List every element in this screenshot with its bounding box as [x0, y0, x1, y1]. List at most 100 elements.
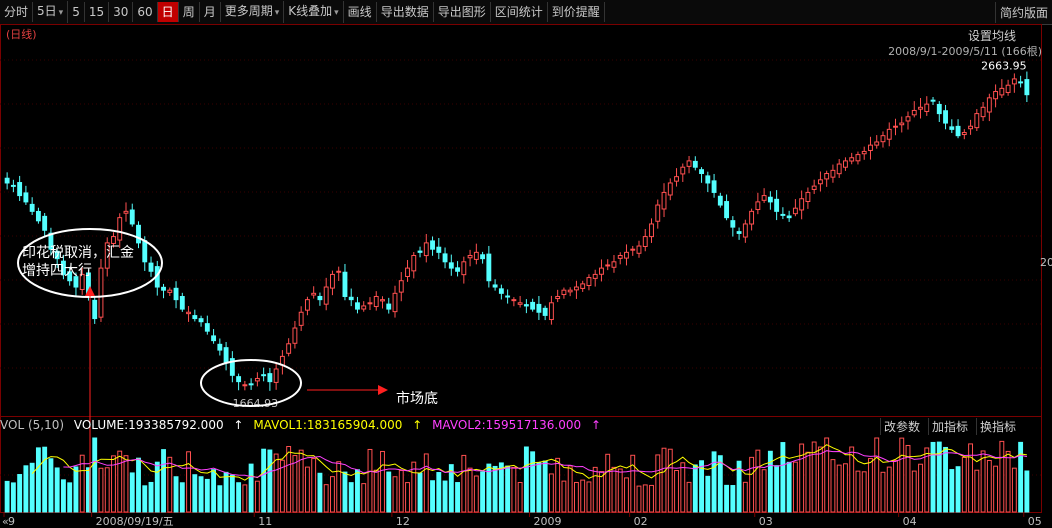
toolbar-item-8[interactable]: 月 — [200, 2, 221, 22]
volume-bar — [1018, 441, 1024, 513]
candle-body — [780, 213, 786, 216]
volume-bar — [136, 457, 141, 513]
candle-body — [411, 254, 417, 272]
x-tick-label: 04 — [903, 515, 917, 528]
candle-body — [111, 236, 116, 244]
volume-bar — [993, 465, 999, 513]
volume-bar — [686, 481, 692, 513]
toolbar-item-6[interactable]: 日 — [157, 2, 179, 22]
volume-bar — [986, 459, 992, 513]
candle-body — [223, 347, 229, 364]
volume-bar — [330, 476, 335, 513]
candle-body — [186, 311, 191, 315]
candle-body — [705, 175, 711, 184]
volume-bar — [167, 456, 173, 513]
candle-body — [498, 288, 504, 294]
volume-bar — [498, 462, 504, 513]
volume-bar — [918, 463, 923, 513]
volume-bar — [980, 450, 986, 513]
volume-bar — [711, 451, 717, 513]
toolbar-item-9[interactable]: 更多周期 ▾ — [221, 1, 285, 23]
volume-bar — [192, 474, 198, 513]
toolbar-item-12[interactable]: 导出数据 — [377, 2, 434, 22]
volume-bar — [717, 455, 723, 513]
candle-body — [261, 374, 267, 377]
candle-body — [142, 240, 148, 263]
layout-toggle[interactable]: 简约版面 — [994, 2, 1052, 23]
volume-bar — [248, 463, 254, 513]
toolbar-item-10[interactable]: K线叠加 ▾ — [284, 1, 344, 23]
toolbar-item-2[interactable]: 5 — [68, 2, 85, 22]
toolbar-item-3[interactable]: 15 — [85, 2, 110, 22]
toolbar-item-11[interactable]: 画线 — [344, 2, 377, 22]
candle-body — [836, 163, 842, 175]
candle-body — [874, 141, 880, 146]
volume-bar — [298, 449, 304, 513]
candle-body — [292, 327, 298, 344]
add-indicator-button[interactable]: 加指标 — [928, 418, 971, 435]
candle-body — [423, 242, 429, 257]
volume-bar — [79, 454, 85, 513]
candle-body — [561, 289, 567, 296]
switch-indicator-button[interactable]: 换指标 — [976, 418, 1019, 435]
volume-bar — [536, 462, 542, 513]
x-tick-label: 05 — [1028, 515, 1042, 528]
volume-bar — [780, 442, 786, 513]
candle-body — [229, 358, 235, 376]
toolbar-item-15[interactable]: 到价提醒 — [548, 2, 605, 22]
candle-body — [92, 299, 98, 320]
volume-bar — [42, 446, 48, 513]
candle-body — [98, 267, 104, 318]
candle-body — [455, 267, 461, 272]
volume-bar — [936, 441, 942, 513]
mavol2-value: MAVOL2:159517136.000 — [432, 418, 582, 432]
candle-body — [311, 292, 317, 296]
annotation-text: 增持四大行 — [22, 263, 92, 279]
volume-bar — [849, 446, 855, 513]
volume-bar — [599, 471, 604, 513]
scroll-left-icon[interactable]: « — [2, 515, 9, 528]
candle-body — [417, 250, 423, 253]
volume-bar — [442, 480, 448, 513]
candle-body — [617, 254, 623, 259]
toolbar-item-5[interactable]: 60 — [133, 2, 158, 22]
candle-body — [755, 201, 761, 211]
volume-bar — [511, 466, 517, 513]
candle-body — [204, 323, 210, 332]
toolbar-item-1[interactable]: 5日 ▾ — [33, 1, 69, 23]
toolbar-item-7[interactable]: 周 — [179, 2, 200, 22]
volume-bar — [836, 464, 842, 513]
edit-params-button[interactable]: 改参数 — [880, 418, 923, 435]
volume-bar — [304, 466, 310, 513]
candle-body — [611, 261, 617, 268]
volume-bar — [736, 460, 742, 513]
toolbar-item-0[interactable]: 分时 — [0, 2, 34, 22]
candle-body — [761, 195, 767, 201]
annotation-text: 市场底 — [396, 390, 438, 407]
candle-body — [211, 335, 217, 342]
volume-bar — [555, 457, 561, 513]
volume-bar — [367, 448, 373, 513]
volume-bar — [799, 443, 805, 513]
candle-body — [924, 103, 930, 112]
ma-setting-button[interactable]: 设置均线 — [967, 29, 1016, 43]
candle-body — [830, 169, 836, 178]
volume-bar — [455, 482, 461, 513]
volume-bar — [373, 469, 379, 513]
mavol1-line — [31, 444, 1027, 481]
toolbar-item-4[interactable]: 30 — [109, 2, 134, 22]
toolbar-item-14[interactable]: 区间统计 — [491, 2, 548, 22]
candle-body — [799, 198, 805, 211]
high-price-label: 2663.95 — [981, 59, 1027, 72]
volume-bar — [348, 482, 354, 513]
candle-body — [217, 343, 223, 351]
volume-bar — [505, 465, 511, 513]
volume-bar — [786, 461, 792, 513]
volume-bar — [774, 465, 780, 513]
toolbar-item-13[interactable]: 导出图形 — [434, 2, 491, 22]
candle-body — [298, 311, 304, 326]
volume-bar — [211, 469, 217, 513]
volume-bar — [755, 449, 761, 513]
volume-bar — [361, 483, 367, 513]
volume-bar — [567, 465, 573, 513]
